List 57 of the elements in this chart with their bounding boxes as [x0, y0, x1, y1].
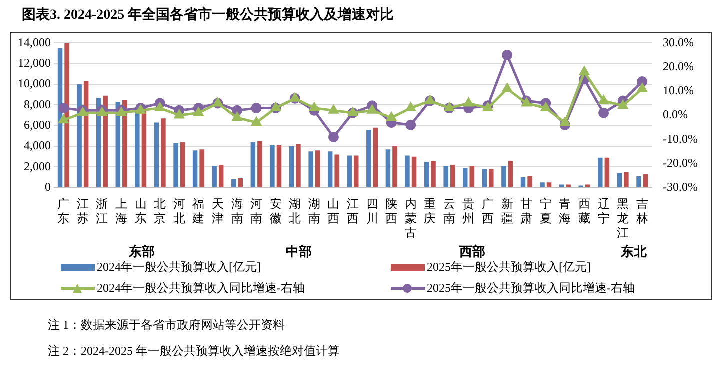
y-tick-label: 14,000: [18, 35, 51, 50]
x-tick-label: 浙江: [96, 197, 108, 226]
x-tick-label: 河北: [173, 197, 186, 226]
x-tick-label: 甘肃: [520, 197, 533, 226]
text: 东北: [620, 244, 648, 259]
x-tick-label: 青海: [559, 197, 572, 226]
x-tick-label: 山西: [328, 197, 340, 226]
x-tick-label: 宁夏: [540, 197, 552, 226]
legend-label: 2025年一般公共预算收入同比增速-右轴: [427, 280, 635, 297]
x-tick-label: 海南: [231, 197, 244, 226]
y2-tick-label: 30.0%: [663, 35, 694, 50]
x-tick-label: 上海: [116, 197, 128, 226]
x-tick-label: 重庆: [424, 197, 436, 226]
x-tick-label: 西藏: [578, 197, 590, 226]
x-tick-label: 天津: [212, 197, 224, 226]
text: 西部: [458, 244, 486, 259]
x-tick-label: 新疆: [501, 197, 514, 226]
x-tick-label: 云南: [443, 197, 456, 226]
x-tick-label: 福建: [192, 197, 205, 226]
legend-label: 2024年一般公共预算收入同比增速-右轴: [97, 280, 305, 297]
x-tick-label: 安徽: [270, 197, 282, 226]
x-tick-label: 黑龙江: [617, 197, 630, 240]
y-tick-label: 6,000: [24, 118, 51, 132]
text: 注 2：2024-2025 年一般公共预算收入增速按绝对值计算: [48, 343, 340, 360]
x-tick-label: 贵州: [462, 197, 475, 226]
x-tick-label: 山东: [134, 197, 147, 226]
x-tick-label: 江苏: [76, 197, 89, 226]
x-tick-label: 辽宁: [598, 197, 610, 226]
x-tick-label: 湖北: [289, 197, 302, 226]
y2-tick-label: 0.0%: [663, 108, 688, 122]
x-tick-label: 吉林: [635, 197, 648, 226]
y2-tick-label: -30.0%: [663, 180, 698, 194]
x-tick-label: 四川: [366, 197, 378, 226]
x-tick-label: 内蒙古: [404, 197, 417, 240]
text: 东部: [128, 244, 155, 259]
x-tick-label: 湖南: [308, 197, 320, 226]
y-tick-label: 8,000: [24, 97, 51, 112]
y-tick-label: 4,000: [24, 138, 51, 153]
legend-label: 2025年一般公共预算收入[亿元]: [427, 259, 591, 276]
y2-tick-label: 10.0%: [663, 84, 694, 98]
y2-tick-label: -10.0%: [663, 132, 698, 146]
x-tick-label: 广西: [482, 197, 494, 226]
text: 中部: [286, 244, 312, 259]
x-tick-label: 北京: [154, 197, 166, 226]
x-tick-label: 河南: [250, 197, 263, 226]
text: 注 1：数据来源于各省市政府网站等公开资料: [48, 317, 286, 334]
y-tick-label: 12,000: [18, 56, 51, 70]
y2-tick-label: 20.0%: [663, 59, 694, 74]
y-tick-label: 0: [45, 180, 51, 194]
x-tick-label: 江西: [347, 197, 360, 226]
chart-title: 图表3. 2024-2025 年全国各省市一般公共预算收入及增速对比: [22, 6, 394, 24]
y-tick-label: 10,000: [18, 76, 51, 91]
x-tick-label: 陕西: [386, 197, 398, 226]
legend-label: 2024年一般公共预算收入[亿元]: [97, 259, 261, 276]
x-tick-label: 广东: [58, 197, 70, 226]
y-tick-label: 2,000: [24, 159, 51, 174]
y2-tick-label: -20.0%: [663, 156, 698, 170]
